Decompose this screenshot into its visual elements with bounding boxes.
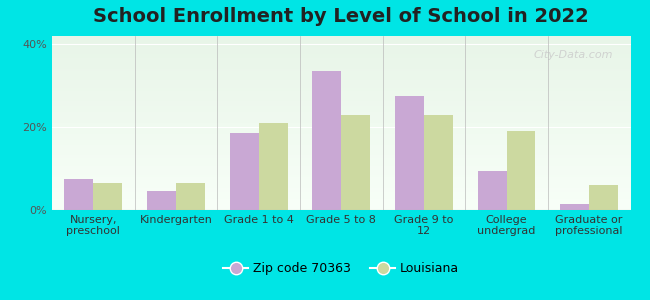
Text: City-Data.com: City-Data.com xyxy=(534,50,613,60)
Bar xyxy=(259,123,287,210)
Bar xyxy=(64,179,94,210)
Bar xyxy=(506,131,536,210)
Bar xyxy=(312,71,341,210)
Bar xyxy=(478,171,506,210)
Title: School Enrollment by Level of School in 2022: School Enrollment by Level of School in … xyxy=(94,7,589,26)
Bar xyxy=(560,204,589,210)
Bar xyxy=(589,185,618,210)
Bar xyxy=(341,115,370,210)
Bar xyxy=(424,115,453,210)
Bar xyxy=(229,134,259,210)
Legend: Zip code 70363, Louisiana: Zip code 70363, Louisiana xyxy=(218,257,464,280)
Bar xyxy=(176,183,205,210)
Bar xyxy=(395,96,424,210)
Bar xyxy=(94,183,122,210)
Bar xyxy=(147,191,176,210)
